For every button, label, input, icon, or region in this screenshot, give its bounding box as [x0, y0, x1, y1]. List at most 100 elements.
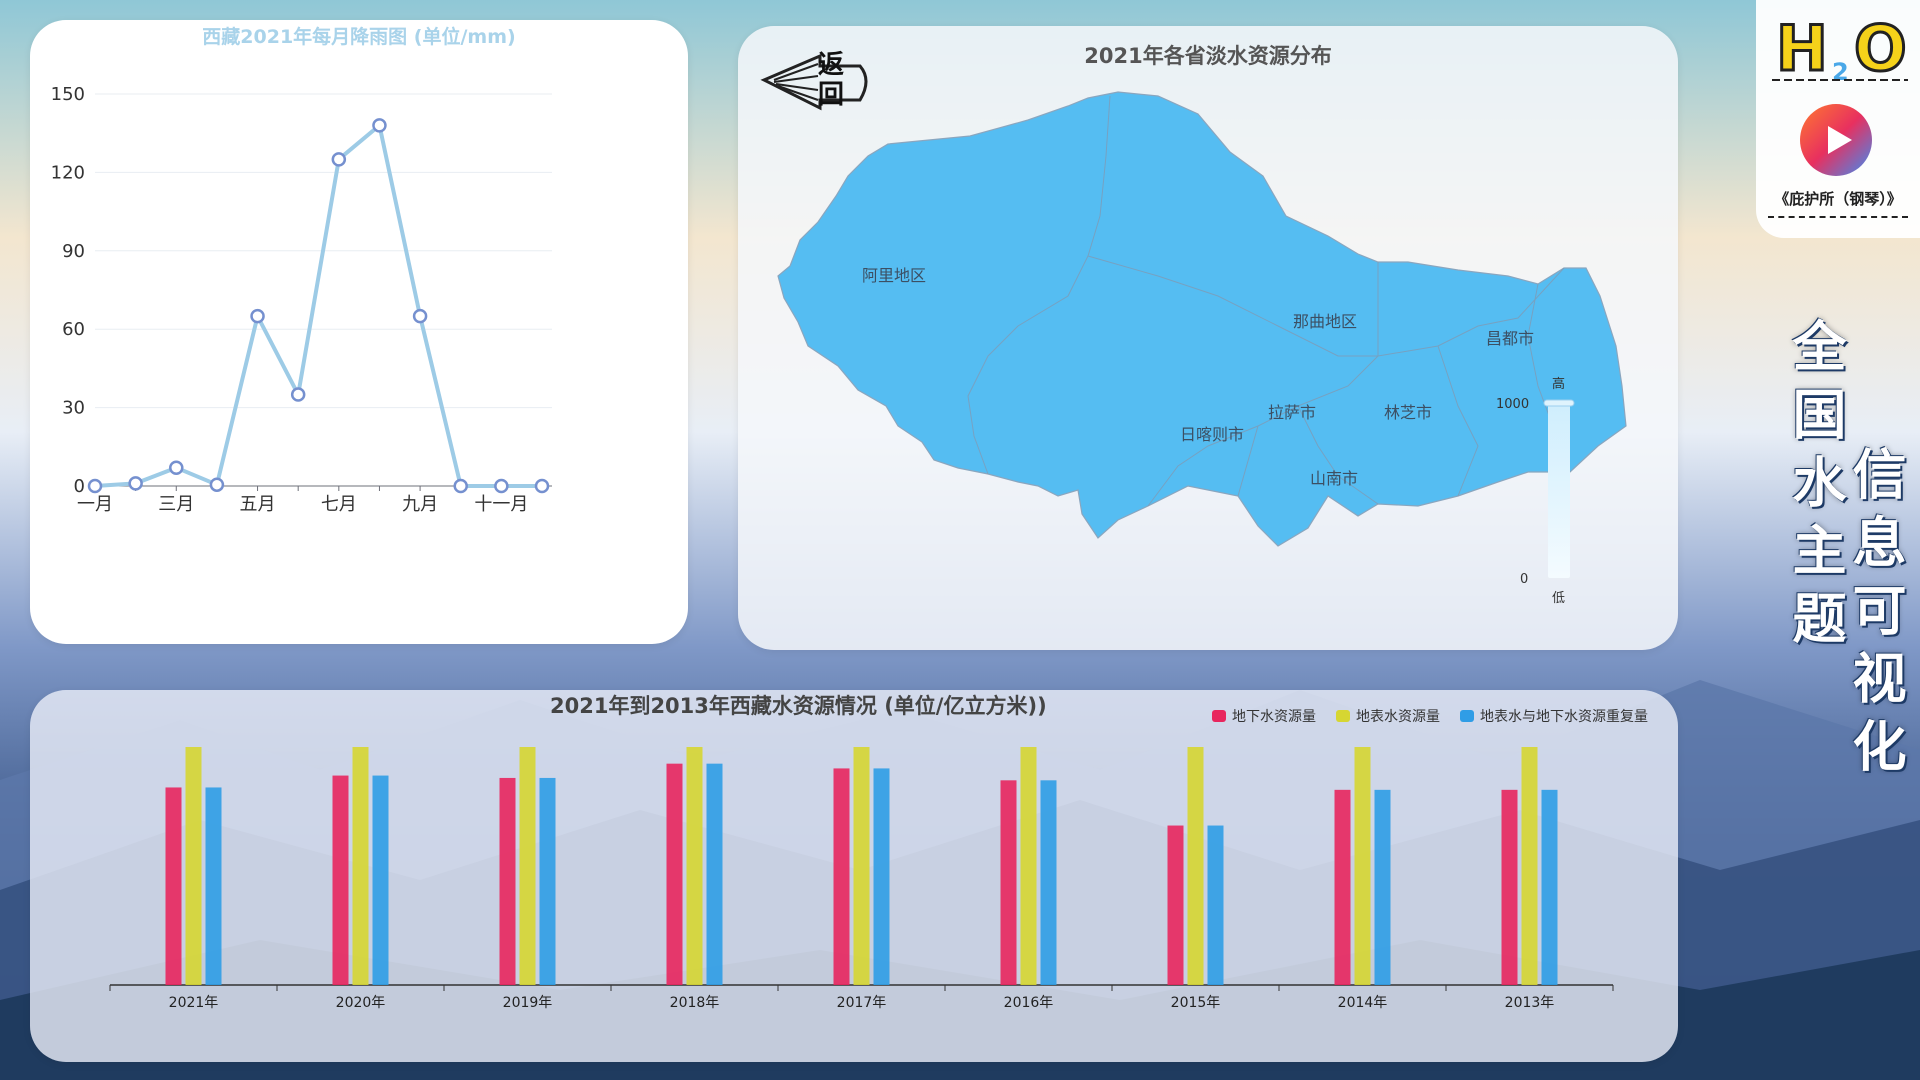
- bar[interactable]: [1354, 747, 1371, 985]
- bar[interactable]: [873, 768, 890, 985]
- bar[interactable]: [853, 747, 870, 985]
- data-point[interactable]: [331, 152, 347, 167]
- data-point[interactable]: [87, 478, 103, 494]
- x-tick-label: 2018年: [670, 995, 720, 1011]
- back-label: 返回: [818, 50, 845, 110]
- bar[interactable]: [519, 747, 536, 985]
- h2o-logo-icon: H 2 O: [1772, 11, 1908, 87]
- visual-map-legend[interactable]: 高 1000 0 低: [1496, 376, 1575, 606]
- x-tick-label: 2015年: [1171, 995, 1221, 1011]
- map-region-fill: [777, 91, 1627, 547]
- rainfall-line: [94, 123, 542, 488]
- bar[interactable]: [1207, 825, 1224, 985]
- map-title: 2021年各省淡水资源分布: [1084, 44, 1332, 68]
- music-play-button[interactable]: [1798, 102, 1874, 178]
- data-point[interactable]: [250, 308, 265, 324]
- legend-item-groundwater[interactable]: 地下水资源量: [1212, 706, 1316, 726]
- bar[interactable]: [1501, 789, 1518, 985]
- back-button[interactable]: 返回: [760, 50, 878, 114]
- bar[interactable]: [372, 775, 389, 985]
- bar[interactable]: [1000, 780, 1017, 985]
- x-tick-label: 2017年: [837, 995, 887, 1011]
- region-label-ali: 阿里地区: [862, 266, 926, 285]
- bar-chart-title: 2021年到2013年西藏水资源情况 (单位/亿立方米)): [550, 694, 1047, 718]
- x-tick-label: 九月: [402, 494, 438, 515]
- music-player-icon: [1800, 104, 1872, 176]
- legend-swatch-overlap: [1460, 710, 1474, 722]
- tibet-map: 阿里地区 那曲地区 昌都市 日喀则市 拉萨市 林芝市 山南市 高 1000 0 …: [777, 91, 1627, 606]
- h2o-logo: H 2 O H2O: [1770, 10, 1910, 87]
- visual-map-high: 高: [1552, 376, 1565, 392]
- data-point[interactable]: [290, 387, 306, 402]
- bar[interactable]: [165, 787, 182, 985]
- svg-text:2: 2: [1832, 58, 1849, 86]
- legend-item-surface[interactable]: 地表水资源量: [1336, 706, 1440, 726]
- map-region-borders: [967, 95, 1571, 507]
- y-tick-label: 0: [74, 476, 85, 497]
- bar[interactable]: [833, 768, 850, 985]
- x-tick-label: 七月: [321, 494, 357, 515]
- data-point[interactable]: [169, 460, 184, 475]
- region-label-shannan: 山南市: [1310, 469, 1358, 488]
- bar[interactable]: [1374, 789, 1391, 985]
- x-tick-label: 三月: [158, 494, 194, 515]
- water-resource-bar-panel: 2021年到2013年西藏水资源情况 (单位/亿立方米)) 地下水资源量 地表水…: [30, 690, 1678, 1062]
- svg-text:O: O: [1854, 12, 1907, 85]
- x-tick-label: 2020年: [336, 995, 386, 1011]
- bar[interactable]: [205, 787, 222, 985]
- rainfall-line-chart: 0 30 60 90 120 150 一月 三月 五月 七月 九月 十一月: [51, 84, 552, 515]
- y-tick-label: 120: [51, 162, 85, 183]
- legend-label-surface: 地表水资源量: [1356, 709, 1440, 725]
- bar[interactable]: [1040, 780, 1057, 985]
- data-point[interactable]: [209, 477, 225, 492]
- legend-label-overlap: 地表水与地下水资源重复量: [1480, 709, 1648, 725]
- x-tick-label: 2014年: [1338, 995, 1388, 1011]
- bar[interactable]: [666, 763, 683, 985]
- legend-item-overlap[interactable]: 地表水与地下水资源重复量: [1460, 706, 1648, 726]
- data-point[interactable]: [128, 476, 143, 491]
- data-point[interactable]: [494, 478, 509, 494]
- bar[interactable]: [499, 777, 516, 985]
- bar[interactable]: [686, 747, 703, 985]
- bar[interactable]: [1521, 747, 1538, 985]
- y-tick-label: 150: [51, 84, 85, 105]
- region-label-nyingchi: 林芝市: [1384, 403, 1432, 422]
- map-panel: 2021年各省淡水资源分布 返回 阿里地区 那曲地区 昌都市 日喀则市 拉萨市 …: [738, 26, 1678, 650]
- bar[interactable]: [1334, 789, 1351, 985]
- y-tick-label: 30: [62, 398, 85, 419]
- data-point[interactable]: [453, 478, 468, 494]
- visual-map-max: 1000: [1496, 397, 1529, 412]
- page-title-line1: 全国水主题: [1783, 318, 1847, 658]
- x-tick-label: 2013年: [1505, 995, 1555, 1011]
- rainfall-chart-title: 西藏2021年每月降雨图 (单位/mm): [202, 26, 516, 48]
- data-point[interactable]: [412, 308, 428, 324]
- visual-map-bar: [1548, 404, 1570, 578]
- region-label-nagqu: 那曲地区: [1293, 312, 1357, 331]
- svg-text:H: H: [1776, 12, 1828, 85]
- water-resource-bar-chart: 2021年 2020年 2019年 2018年 2017年 2016年 2015年 2014年…: [109, 747, 1614, 1011]
- bar[interactable]: [1541, 789, 1558, 985]
- legend-swatch-groundwater: [1212, 710, 1226, 722]
- x-tick-label: 五月: [240, 494, 276, 515]
- side-music-panel: H 2 O H2O 《庇护所（钢琴）》: [1756, 0, 1920, 238]
- data-point[interactable]: [372, 118, 387, 133]
- legend-swatch-surface: [1336, 710, 1350, 722]
- legend-label-groundwater: 地下水资源量: [1232, 709, 1316, 725]
- visual-map-handle: [1543, 399, 1575, 407]
- bar[interactable]: [352, 747, 369, 985]
- region-label-lhasa: 拉萨市: [1268, 403, 1316, 422]
- x-tick-label: 2016年: [1004, 995, 1054, 1011]
- rainfall-chart-panel: 西藏2021年每月降雨图 (单位/mm) 0 30 60 90 120 150 一月 三月 五月…: [30, 20, 688, 644]
- visual-map-min: 0: [1520, 572, 1528, 587]
- x-tick-label: 一月: [77, 494, 113, 515]
- bar[interactable]: [1167, 825, 1184, 985]
- bar[interactable]: [706, 763, 723, 985]
- data-point[interactable]: [534, 478, 550, 494]
- visual-map-low: 低: [1552, 591, 1565, 606]
- song-label: 《庇护所（钢琴）》: [1774, 190, 1902, 208]
- bar[interactable]: [1187, 747, 1204, 985]
- bar[interactable]: [332, 775, 349, 985]
- bar[interactable]: [539, 777, 556, 985]
- bar[interactable]: [185, 747, 202, 985]
- bar[interactable]: [1020, 747, 1037, 985]
